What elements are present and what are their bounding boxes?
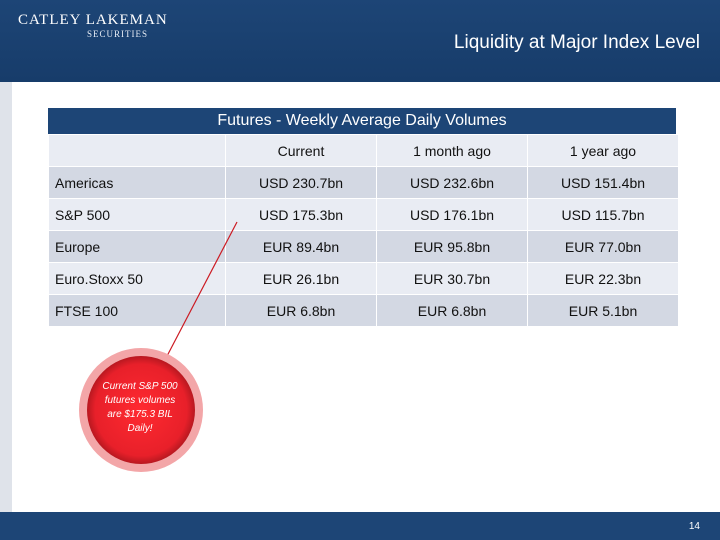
row-label: FTSE 100 [48, 294, 226, 327]
callout-circle [87, 356, 195, 464]
table-row: S&P 500 USD 175.3bn USD 176.1bn USD 115.… [48, 198, 679, 231]
callout-pointer-line [165, 221, 238, 359]
volumes-table: Current 1 month ago 1 year ago Americas … [48, 134, 679, 327]
row-label: Euro.Stoxx 50 [48, 262, 226, 295]
column-header-month-ago: 1 month ago [376, 134, 528, 167]
cell-month-ago: USD 176.1bn [376, 198, 528, 231]
cell-year-ago: USD 115.7bn [527, 198, 679, 231]
table-title: Futures - Weekly Average Daily Volumes [48, 108, 676, 134]
table-row: Euro.Stoxx 50 EUR 26.1bn EUR 30.7bn EUR … [48, 262, 679, 295]
cell-year-ago: EUR 77.0bn [527, 230, 679, 263]
slide-title: Liquidity at Major Index Level [453, 32, 700, 53]
company-logo-subtitle: SECURITIES [87, 29, 149, 39]
row-label: Americas [48, 166, 226, 199]
column-header-year-ago: 1 year ago [527, 134, 679, 167]
side-decoration-bar [0, 82, 12, 540]
company-logo: CATLEY LAKEMAN [18, 12, 168, 28]
cell-current: USD 175.3bn [225, 198, 377, 231]
cell-year-ago: USD 151.4bn [527, 166, 679, 199]
column-header-current: Current [225, 134, 377, 167]
cell-current: EUR 6.8bn [225, 294, 377, 327]
cell-month-ago: EUR 30.7bn [376, 262, 528, 295]
cell-month-ago: EUR 6.8bn [376, 294, 528, 327]
callout-text: Current S&P 500 futures volumes are $175… [102, 381, 178, 434]
table-header-row: Current 1 month ago 1 year ago [48, 134, 679, 167]
slide-header [0, 0, 720, 82]
cell-current: EUR 89.4bn [225, 230, 377, 263]
page-number: 14 [688, 521, 700, 532]
cell-month-ago: USD 232.6bn [376, 166, 528, 199]
footer-bar [0, 512, 720, 540]
cell-year-ago: EUR 22.3bn [527, 262, 679, 295]
column-header-label [48, 134, 226, 167]
row-label: S&P 500 [48, 198, 226, 231]
table-row: FTSE 100 EUR 6.8bn EUR 6.8bn EUR 5.1bn [48, 294, 679, 327]
cell-year-ago: EUR 5.1bn [527, 294, 679, 327]
